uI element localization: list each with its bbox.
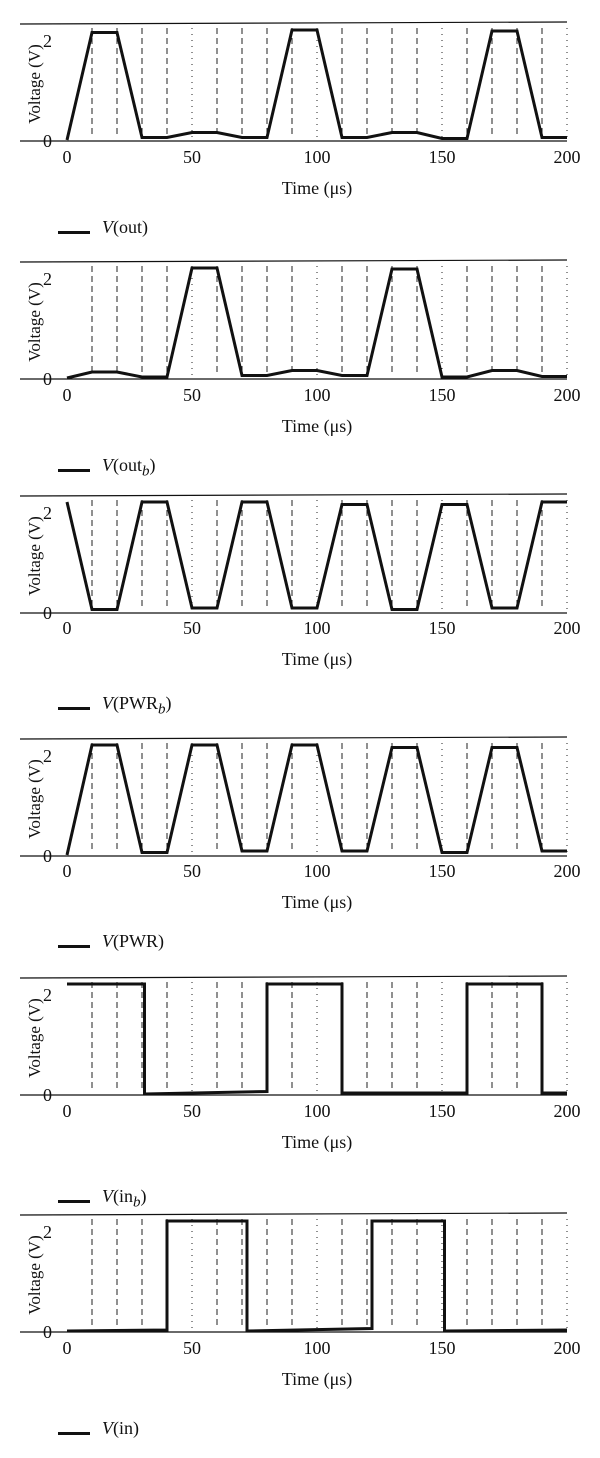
x-tick-label: 0 xyxy=(63,1101,72,1121)
x-tick-label: 50 xyxy=(183,618,201,638)
series-line xyxy=(65,743,567,856)
x-tick-label: 150 xyxy=(429,618,456,638)
legend-label: V(PWRb) xyxy=(102,693,172,718)
x-tick-label: 200 xyxy=(554,385,581,405)
x-tick-label: 100 xyxy=(304,147,331,167)
y-axis-label: Voltage (V) xyxy=(25,516,44,595)
x-axis-label: Time (μs) xyxy=(282,416,353,437)
x-tick-label: 200 xyxy=(554,1101,581,1121)
series-line xyxy=(66,1219,568,1333)
top-reference-line xyxy=(19,975,568,979)
legend-swatch xyxy=(58,1432,90,1435)
legend-label: V(PWR) xyxy=(102,931,165,951)
x-tick-label: 100 xyxy=(304,618,331,638)
y-tick-label: 2 xyxy=(43,31,52,51)
y-tick-label: 2 xyxy=(43,269,52,289)
x-tick-label: 0 xyxy=(63,861,72,881)
y-axis-label: Voltage (V) xyxy=(25,759,44,838)
top-reference-line xyxy=(19,493,568,497)
series-line xyxy=(65,28,567,141)
x-tick-label: 100 xyxy=(304,1101,331,1121)
x-tick-label: 150 xyxy=(429,1101,456,1121)
x-tick-label: 50 xyxy=(183,861,201,881)
x-tick-label: 100 xyxy=(304,1338,331,1358)
x-axis-label: Time (μs) xyxy=(282,649,353,670)
x-axis-label: Time (μs) xyxy=(282,1369,353,1390)
x-axis-label: Time (μs) xyxy=(282,892,353,913)
x-tick-label: 0 xyxy=(63,147,72,167)
legend-label: V(out) xyxy=(102,217,149,237)
series-line xyxy=(65,500,567,611)
y-tick-label: 0 xyxy=(43,1085,52,1105)
x-tick-label: 0 xyxy=(63,618,72,638)
legend-swatch xyxy=(58,1200,90,1203)
x-tick-label: 0 xyxy=(63,385,72,405)
top-reference-line xyxy=(19,1212,568,1216)
legend-swatch xyxy=(58,231,90,234)
x-tick-label: 200 xyxy=(554,1338,581,1358)
x-tick-label: 50 xyxy=(183,147,201,167)
top-reference-line xyxy=(19,259,568,263)
y-tick-label: 0 xyxy=(43,1322,52,1342)
x-tick-label: 200 xyxy=(554,861,581,881)
x-tick-label: 50 xyxy=(183,1101,201,1121)
x-tick-label: 100 xyxy=(304,385,331,405)
y-tick-label: 2 xyxy=(43,503,52,523)
y-tick-label: 0 xyxy=(43,846,52,866)
y-axis-label: Voltage (V) xyxy=(25,282,44,361)
x-tick-label: 50 xyxy=(183,1338,201,1358)
x-tick-label: 0 xyxy=(63,1338,72,1358)
y-tick-label: 0 xyxy=(43,369,52,389)
y-tick-label: 0 xyxy=(43,131,52,151)
legend-swatch xyxy=(58,707,90,710)
legend-swatch xyxy=(58,469,90,472)
series-line xyxy=(66,266,567,380)
y-tick-label: 0 xyxy=(43,603,52,623)
y-axis-label: Voltage (V) xyxy=(25,1235,44,1314)
top-reference-line xyxy=(19,21,568,25)
y-tick-label: 2 xyxy=(43,746,52,766)
legend-label: V(inb) xyxy=(102,1186,147,1211)
x-tick-label: 150 xyxy=(429,385,456,405)
legend-label: V(in) xyxy=(102,1418,140,1438)
series-line xyxy=(67,982,567,1096)
legend-swatch xyxy=(58,945,90,948)
y-tick-label: 2 xyxy=(43,985,52,1005)
x-tick-label: 50 xyxy=(183,385,201,405)
legend-label: V(outb) xyxy=(102,455,156,480)
y-axis-label: Voltage (V) xyxy=(25,998,44,1077)
x-tick-label: 150 xyxy=(429,147,456,167)
x-axis-label: Time (μs) xyxy=(282,178,353,199)
y-tick-label: 2 xyxy=(43,1222,52,1242)
x-tick-label: 150 xyxy=(429,1338,456,1358)
x-axis-label: Time (μs) xyxy=(282,1132,353,1153)
top-reference-line xyxy=(19,736,568,740)
x-tick-label: 200 xyxy=(554,618,581,638)
x-tick-label: 200 xyxy=(554,147,581,167)
y-axis-label: Voltage (V) xyxy=(25,44,44,123)
x-tick-label: 100 xyxy=(304,861,331,881)
x-tick-label: 150 xyxy=(429,861,456,881)
